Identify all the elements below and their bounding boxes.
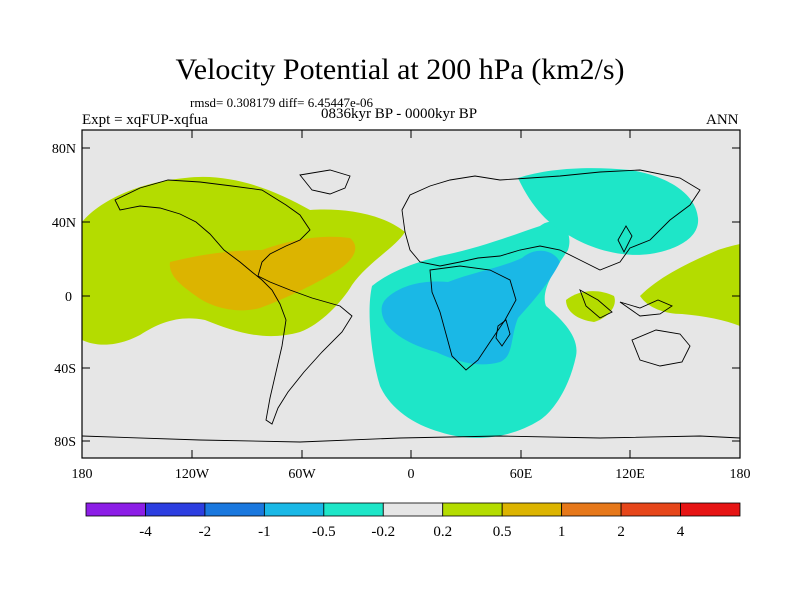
stats-text: rmsd= 0.308179 diff= 6.45447e-06 <box>190 95 374 110</box>
lon-tick-120w: 120W <box>175 467 210 482</box>
colorbar-label: -4 <box>139 524 152 540</box>
lat-tick-0: 0 <box>65 290 72 305</box>
colorbar-swatch <box>620 502 681 517</box>
lon-tick-180w: 180 <box>72 467 93 482</box>
colorbar-label: 0.2 <box>433 524 452 540</box>
colorbar-swatch <box>263 502 325 517</box>
colorbar-label: 1 <box>558 524 566 540</box>
contour-positive-wpacific <box>640 244 740 326</box>
lat-tick-40n: 40N <box>52 216 76 231</box>
lat-tick-40s: 40S <box>54 362 76 377</box>
lon-tick-120e: 120E <box>615 467 645 482</box>
colorbar-swatch <box>204 502 265 517</box>
lon-tick-180e: 180 <box>730 467 751 482</box>
colorbar-label: -0.2 <box>371 524 395 540</box>
plot-title: Velocity Potential at 200 hPa (km2/s) <box>175 53 625 86</box>
coastlines <box>82 169 740 443</box>
lat-axis <box>82 147 740 442</box>
colorbar-swatch <box>85 502 146 517</box>
colorbar-label: -2 <box>199 524 212 540</box>
colorbar-swatch <box>501 502 563 517</box>
contour-positive-indian <box>566 291 615 322</box>
contour-negative-core <box>381 250 560 365</box>
period-label: 0836kyr BP - 0000kyr BP <box>321 106 478 122</box>
lat-tick-80s: 80S <box>54 435 76 450</box>
colorbar-label: 0.5 <box>493 524 512 540</box>
contour-positive-core <box>169 236 356 311</box>
colorbar-swatch <box>323 502 384 517</box>
colorbar-swatch <box>145 502 206 517</box>
lat-tick-80n: 80N <box>52 142 76 157</box>
experiment-label: Expt = xqFUP-xqfua <box>82 112 208 128</box>
colorbar-swatch <box>382 502 444 517</box>
colorbar: -4 -2 -1 -0.5 -0.2 0.2 0.5 1 2 4 <box>85 502 741 540</box>
contour-negative-eastasia <box>518 168 699 255</box>
season-label: ANN <box>706 112 739 128</box>
colorbar-swatch <box>442 502 503 517</box>
lon-tick-0: 0 <box>408 467 415 482</box>
colorbar-label: 2 <box>617 524 625 540</box>
colorbar-label: -0.5 <box>312 524 336 540</box>
lon-tick-60e: 60E <box>510 467 533 482</box>
lon-tick-60w: 60W <box>288 467 316 482</box>
colorbar-label: -1 <box>258 524 271 540</box>
colorbar-label: 4 <box>677 524 685 540</box>
colorbar-swatch <box>561 502 622 517</box>
colorbar-swatch <box>680 502 741 517</box>
lon-axis <box>191 130 631 458</box>
